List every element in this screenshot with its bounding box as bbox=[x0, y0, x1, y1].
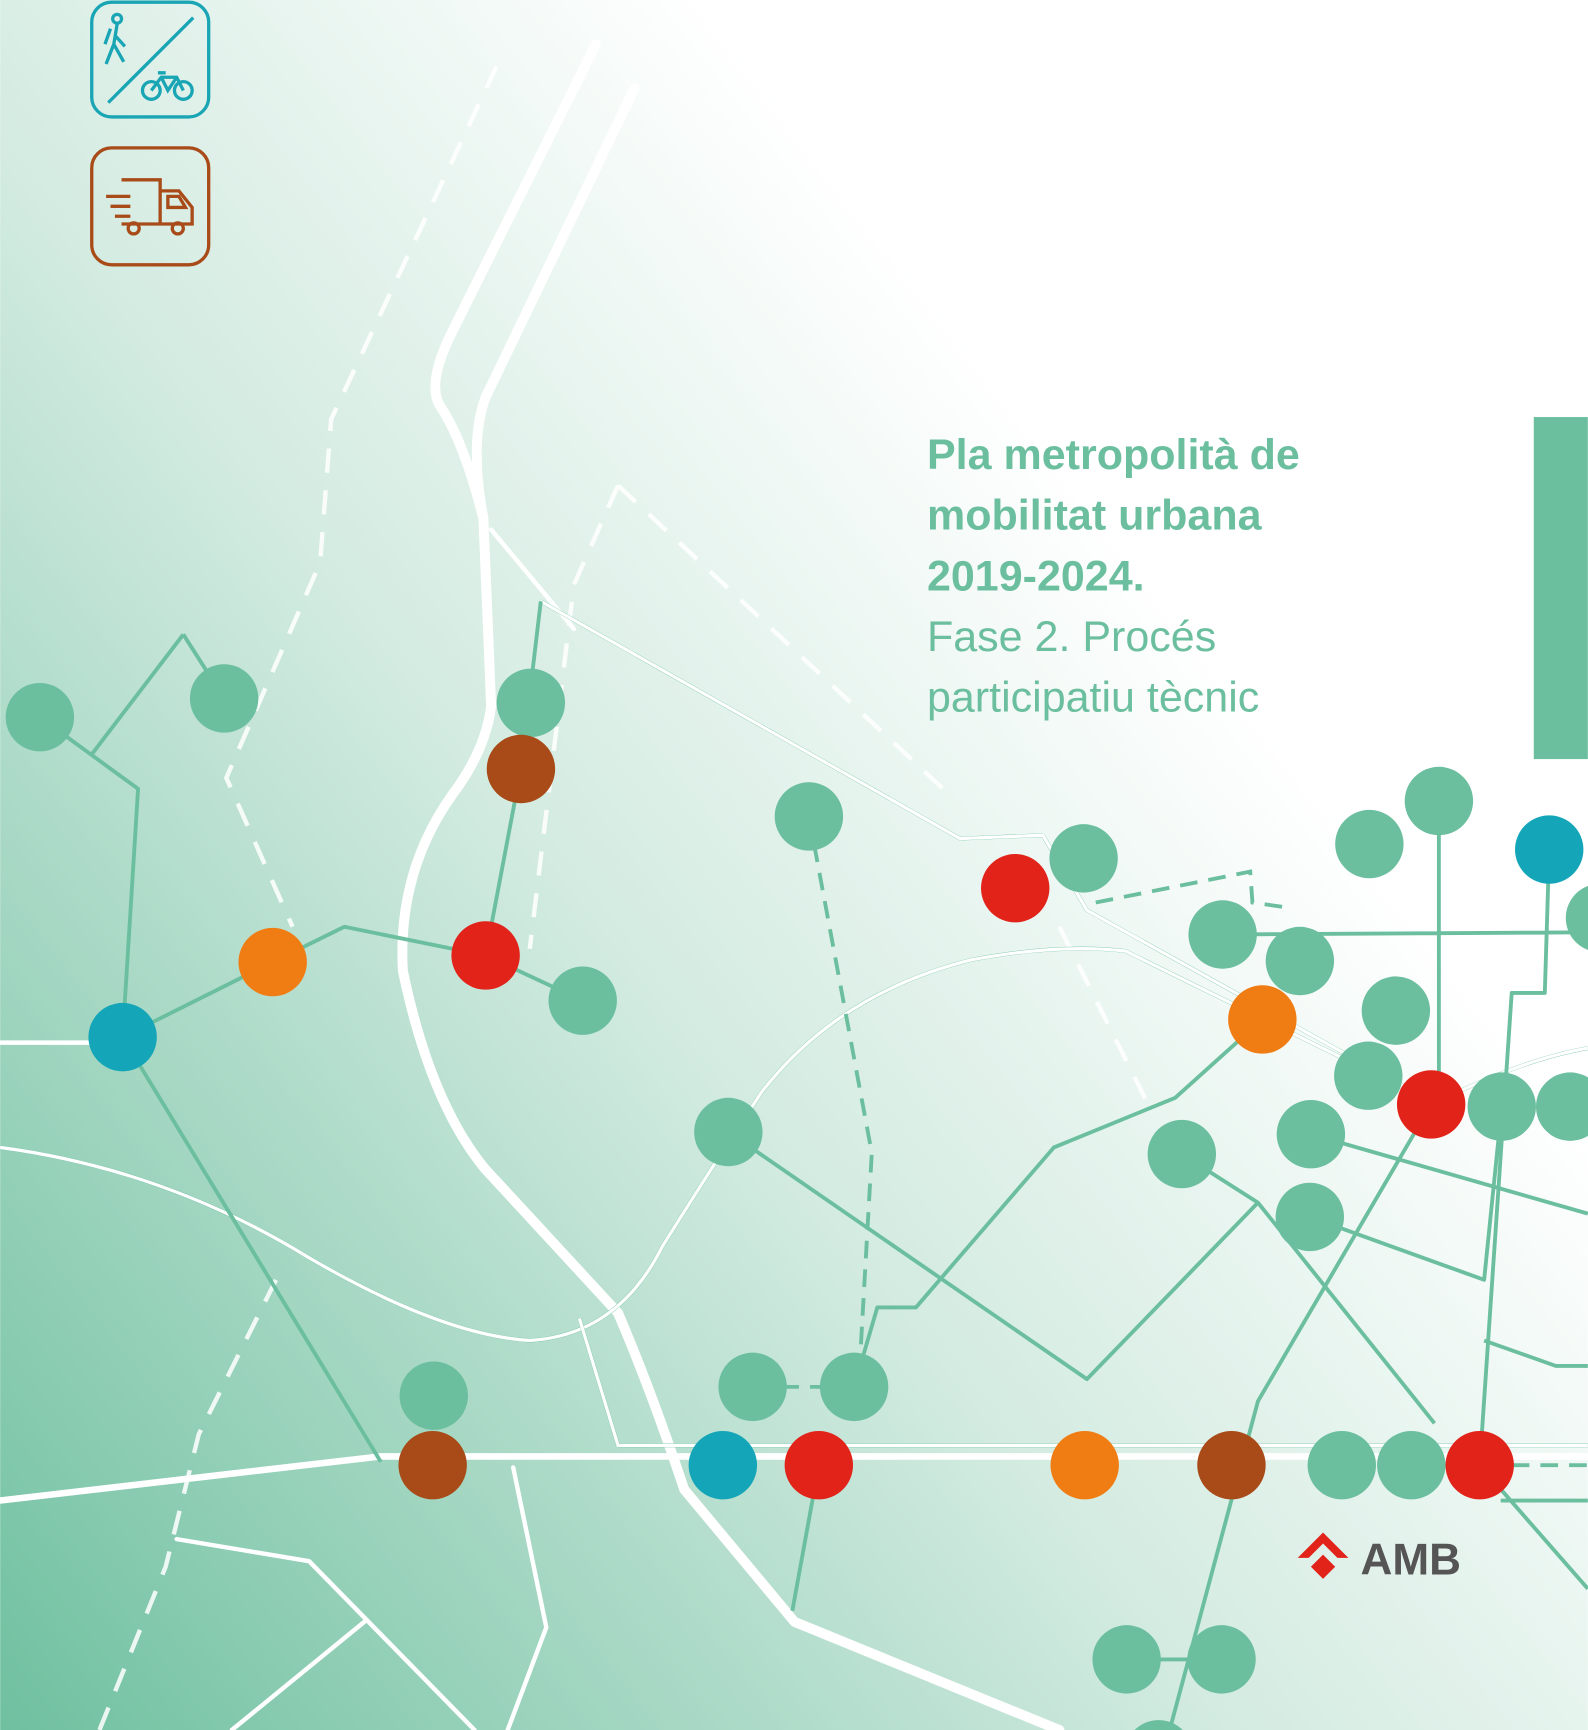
stop bbox=[496, 668, 566, 738]
stop bbox=[1134, 1720, 1183, 1730]
stop bbox=[1396, 1070, 1466, 1139]
stop bbox=[688, 1431, 758, 1500]
stop bbox=[548, 966, 617, 1035]
walk-bike-icon bbox=[90, 0, 211, 119]
logo-mark bbox=[1297, 1532, 1349, 1558]
icon-bike bbox=[149, 71, 185, 94]
icon-bike bbox=[140, 79, 162, 101]
stop bbox=[1467, 1072, 1536, 1141]
stop bbox=[5, 682, 75, 752]
line-inner bbox=[0, 946, 1588, 1343]
icon-speed bbox=[106, 194, 131, 218]
logo: AMB bbox=[1297, 1532, 1461, 1584]
stop bbox=[1228, 985, 1297, 1054]
line-inner bbox=[539, 599, 1436, 1105]
road bbox=[0, 1453, 1588, 1504]
transit-lines bbox=[0, 599, 1588, 1730]
stop bbox=[88, 1002, 157, 1072]
stop bbox=[1335, 809, 1404, 879]
stop bbox=[486, 734, 556, 804]
stop bbox=[1535, 1072, 1588, 1141]
title-line: 2019-2024. bbox=[927, 552, 1145, 600]
dashed-path bbox=[97, 65, 1150, 1730]
road bbox=[0, 527, 577, 1730]
title-line: Pla metropolità de bbox=[927, 431, 1300, 479]
icon-frame bbox=[90, 146, 211, 267]
stop bbox=[1147, 1119, 1217, 1189]
stop bbox=[1404, 766, 1474, 836]
logo-mark bbox=[1310, 1554, 1336, 1579]
stop bbox=[1049, 824, 1118, 893]
subtitle-line: Fase 2. Procés bbox=[927, 613, 1216, 661]
stop bbox=[718, 1352, 787, 1422]
stop bbox=[1515, 815, 1584, 884]
stop bbox=[1276, 1100, 1346, 1169]
icon-wheel bbox=[170, 221, 185, 236]
stop bbox=[1265, 926, 1335, 996]
stop bbox=[784, 1431, 854, 1500]
stop bbox=[1445, 1431, 1514, 1500]
stop bbox=[1050, 1431, 1119, 1500]
stop bbox=[1307, 1431, 1376, 1500]
stop bbox=[694, 1097, 763, 1167]
truck-icon bbox=[90, 146, 211, 267]
stop bbox=[819, 1352, 889, 1422]
side-bar bbox=[1533, 417, 1588, 760]
logo-text: AMB bbox=[1361, 1535, 1461, 1584]
line-inner bbox=[577, 1317, 1588, 1447]
stops bbox=[5, 664, 1588, 1730]
icon-bike bbox=[172, 79, 194, 101]
roads bbox=[0, 39, 1588, 1730]
stop bbox=[981, 853, 1050, 923]
stop bbox=[189, 664, 259, 733]
title-line: mobilitat urbana bbox=[927, 492, 1263, 540]
stop bbox=[1197, 1431, 1266, 1500]
stop bbox=[1188, 900, 1257, 969]
stop bbox=[1361, 976, 1431, 1045]
stop bbox=[451, 921, 520, 990]
road bbox=[430, 39, 601, 524]
stop bbox=[1187, 1625, 1256, 1694]
stop bbox=[398, 1431, 467, 1500]
subtitle-line: participatiu tècnic bbox=[927, 674, 1259, 722]
icon-walker bbox=[103, 24, 127, 65]
stop bbox=[1565, 885, 1588, 950]
stop bbox=[1092, 1625, 1161, 1694]
stop bbox=[774, 782, 844, 851]
stop bbox=[238, 927, 307, 997]
icon-divider bbox=[107, 16, 195, 104]
stop bbox=[1377, 1431, 1446, 1500]
icon-frame bbox=[90, 0, 211, 119]
icon-wheel bbox=[126, 221, 141, 236]
stop bbox=[1334, 1041, 1403, 1110]
icon-walker bbox=[111, 12, 124, 25]
stop bbox=[399, 1361, 468, 1430]
stop bbox=[1275, 1182, 1345, 1252]
